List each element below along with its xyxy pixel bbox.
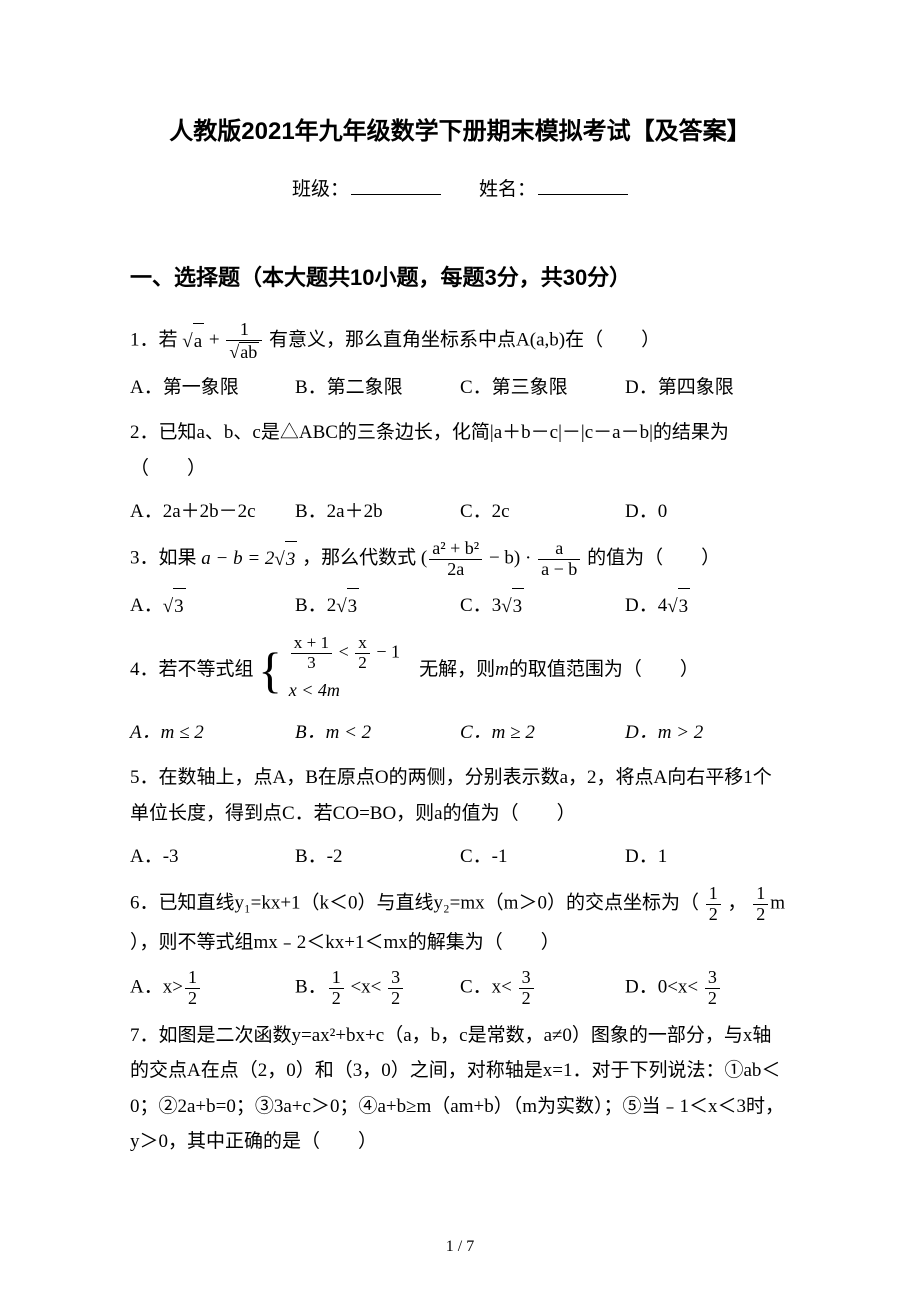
q5-opt-d: D．1: [625, 839, 790, 874]
q3-pre: 3．如果: [130, 548, 197, 569]
page-footer: 1 / 7: [0, 1232, 920, 1262]
q5-opt-c: C．-1: [460, 839, 625, 874]
question-6: 6．已知直线y₁=kx+1（k＜0）与直线y₂=mx（m＞0）的交点坐标为（ 1…: [130, 884, 790, 960]
q3-opt-b: B．23: [295, 588, 460, 625]
q6-opt-d: D．0<x< 32: [625, 968, 790, 1009]
q6-opt-c: C．x< 32: [460, 968, 625, 1009]
q6-options: A．x>12 B．12 <x< 32 C．x< 32 D．0<x< 32: [130, 968, 790, 1009]
sqrt-icon: 3: [163, 588, 186, 624]
q1-frac: 1 ab: [226, 320, 262, 362]
class-blank: [351, 175, 441, 195]
q5-opt-b: B．-2: [295, 839, 460, 874]
q1-options: A．第一象限 B．第二象限 C．第三象限 D．第四象限: [130, 370, 790, 405]
class-label: 班级：: [292, 179, 349, 200]
question-3: 3．如果 a − b = 23 ，那么代数式 ( a² + b² 2a − b)…: [130, 539, 790, 580]
question-1: 1．若 a + 1 ab 有意义，那么直角坐标系中点A(a,b)在（ ）: [130, 320, 790, 362]
q4-opt-b: B．m < 2: [295, 715, 460, 750]
q3-opt-d: D．43: [625, 588, 790, 625]
question-2: 2．已知a、b、c是△ABC的三条边长，化简|a＋b－c|－|c－a－b|的结果…: [130, 415, 790, 485]
q4-options: A．m ≤ 2 B．m < 2 C．m ≥ 2 D．m > 2: [130, 715, 790, 750]
q2-opt-b: B．2a＋2b: [295, 494, 460, 529]
sqrt-icon: 3: [667, 588, 690, 624]
question-4: 4．若不等式组 { x + 13 < x2 − 1 x < 4m 无解，则m的取…: [130, 634, 790, 707]
q1-post: 有意义，那么直角坐标系中点A(a,b)在（ ）: [269, 330, 660, 351]
sqrt-icon: 3: [501, 588, 524, 624]
q6-opt-b: B．12 <x< 32: [295, 968, 460, 1009]
name-label: 姓名：: [479, 179, 536, 200]
sqrt-icon: 3: [336, 588, 359, 624]
sqrt-3a-icon: 3: [274, 541, 297, 577]
q6-pre: 6．已知直线y₁=kx+1（k＜0）与直线y₂=mx（m＞0）的交点坐标为（: [130, 893, 699, 914]
q1-opt-d: D．第四象限: [625, 370, 790, 405]
meta-line: 班级： 姓名：: [130, 172, 790, 207]
q5-options: A．-3 B．-2 C．-1 D．1: [130, 839, 790, 874]
q3-post: 的值为（ ）: [587, 548, 720, 569]
page-title: 人教版2021年九年级数学下册期末模拟考试【及答案】: [130, 110, 790, 154]
exam-page: 人教版2021年九年级数学下册期末模拟考试【及答案】 班级： 姓名： 一、选择题…: [0, 0, 920, 1302]
brace-icon: {: [258, 646, 282, 695]
q3-abeq: a − b = 23: [201, 548, 302, 569]
q1-expr: a + 1 ab: [182, 320, 264, 362]
q6-post: ），则不等式组mx﹣2＜kx+1＜mx的解集为（ ）: [130, 932, 560, 953]
q4-opt-a: A．m ≤ 2: [130, 715, 295, 750]
sqrt-a-icon: a: [182, 323, 204, 359]
q1-pre: 1．若: [130, 330, 178, 351]
q4-system: x + 13 < x2 − 1 x < 4m: [289, 634, 400, 707]
name-blank: [538, 175, 628, 195]
question-5: 5．在数轴上，点A，B在原点O的两侧，分别表示数a，2，将点A向右平移1个单位长…: [130, 760, 790, 830]
section-heading: 一、选择题（本大题共10小题，每题3分，共30分）: [130, 258, 790, 299]
q4-pre: 4．若不等式组: [130, 659, 254, 680]
q3-expr: ( a² + b² 2a − b) · a a − b: [421, 539, 582, 580]
q4-opt-d: D．m > 2: [625, 715, 790, 750]
question-7: 7．如图是二次函数y=ax²+bx+c（a，b，c是常数，a≠0）图象的一部分，…: [130, 1018, 790, 1159]
q5-opt-a: A．-3: [130, 839, 295, 874]
q2-opt-d: D．0: [625, 494, 790, 529]
q3-options: A．3 B．23 C．33 D．43: [130, 588, 790, 625]
q1-opt-a: A．第一象限: [130, 370, 295, 405]
q2-opt-a: A．2a＋2b－2c: [130, 494, 295, 529]
q2-opt-c: C．2c: [460, 494, 625, 529]
sqrt-ab-icon: ab: [229, 342, 259, 363]
q1-opt-c: C．第三象限: [460, 370, 625, 405]
q2-options: A．2a＋2b－2c B．2a＋2b C．2c D．0: [130, 494, 790, 529]
q3-opt-c: C．33: [460, 588, 625, 625]
q6-opt-a: A．x>12: [130, 968, 295, 1009]
q3-opt-a: A．3: [130, 588, 295, 625]
q1-opt-b: B．第二象限: [295, 370, 460, 405]
q4-opt-c: C．m ≥ 2: [460, 715, 625, 750]
